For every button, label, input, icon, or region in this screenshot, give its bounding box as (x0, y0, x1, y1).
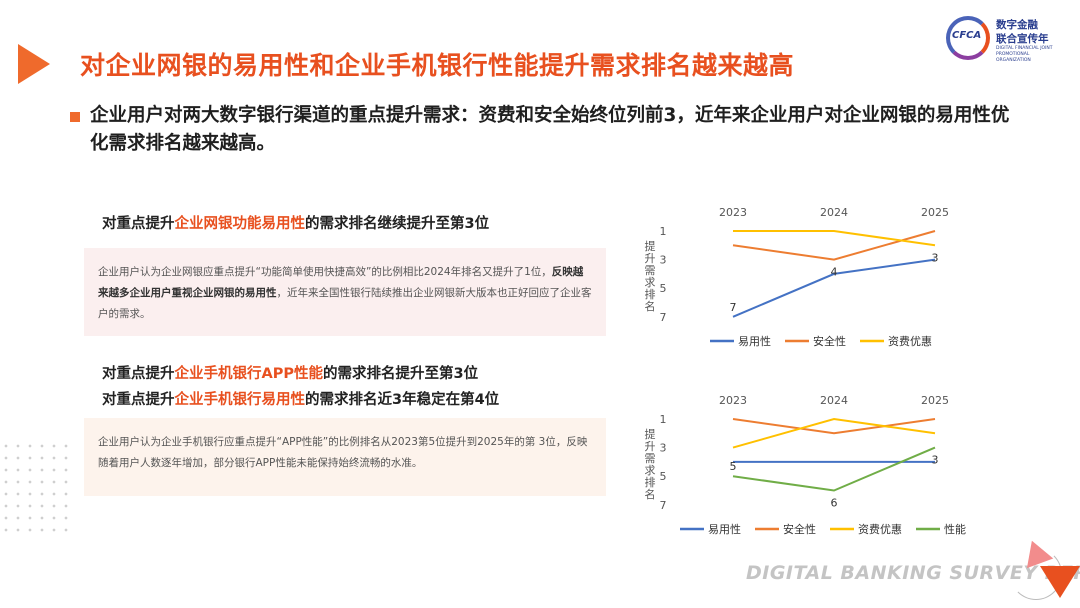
chart1-series-line-1 (732, 258, 936, 318)
chart1-y-tick-label: 1 (660, 225, 667, 238)
cfca-logo: CFCA 数字金融 联合宣传年 DIGITAL FINANCIAL JOINT … (946, 16, 1066, 64)
section1-heading-highlight: 企业网银功能易用性 (174, 216, 306, 232)
footer-report-title: DIGITAL BANKING SURVEY REPORT (746, 562, 1080, 584)
section2-note-box: 企业用户认为企业手机银行应重点提升“APP性能”的比例排名从2023第5位提升到… (84, 418, 606, 496)
chart1-y-tick-label: 7 (660, 311, 667, 324)
chart1-y-axis-label-char: 需 (645, 264, 656, 277)
logo-cn-line2: 联合宣传年 (996, 33, 1049, 45)
section1-note-part1: 企业用户认为企业网银应重点提升“功能简单使用快捷高效”的比例相比2024年排名又… (98, 266, 552, 278)
chart1-data-label: 7 (730, 301, 737, 314)
chart1-y-tick-label: 3 (660, 254, 667, 267)
chart2-series-line-3 (732, 417, 936, 449)
chart2-y-tick-label: 7 (660, 499, 667, 512)
section2-heading2: 对重点提升企业手机银行易用性的需求排名近3年稳定在第4位 (102, 388, 499, 409)
chart2-series-line-4 (732, 446, 936, 492)
chart1-y-tick-label: 5 (660, 282, 667, 295)
chart2-y-tick-label: 3 (660, 442, 667, 455)
chart1-series-line-2 (732, 230, 936, 261)
chart2-x-tick-label: 2024 (820, 394, 848, 407)
section1-note-part2: ，近年来全国性银行陆续推出企业网银新大版本也正好回应了企业客户的需求。 (98, 287, 592, 320)
chart2-series-line-2 (732, 418, 936, 435)
section1-heading-pre: 对重点提升 (102, 216, 175, 232)
page-title: 对企业网银的易用性和企业手机银行性能提升需求排名越来越高 (80, 51, 795, 80)
logo-cn-text: 数字金融 联合宣传年 (996, 18, 1060, 46)
chart2-y-axis-label-char: 求 (645, 464, 656, 477)
section2-heading1: 对重点提升企业手机银行APP性能的需求排名提升至第3位 (102, 362, 478, 383)
summary-bullet: 企业用户对两大数字银行渠道的重点提升需求：资费和安全始终位列前3，近年来企业用户… (90, 105, 1010, 154)
chart1-y-axis-label-char: 求 (645, 276, 656, 289)
chart1-legend-label: 资费优惠 (888, 334, 932, 348)
chart1-y-axis-label-char: 提 (645, 240, 656, 253)
decorative-dot-grid (0, 440, 70, 540)
title-accent-triangle (18, 44, 50, 84)
section1-note-bold: 反映越来越多企业用户重视企业网银的易用性 (98, 266, 584, 299)
chart1-x-tick-label: 2023 (719, 206, 747, 219)
chart1-y-axis-label-char: 排 (645, 287, 656, 301)
chart2-data-label: 3 (932, 454, 939, 467)
section2-heading2-highlight: 企业手机银行易用性 (174, 392, 306, 408)
chart2-y-axis-label-char: 升 (645, 440, 656, 453)
chart1-data-label: 4 (831, 266, 838, 279)
section2-note-text: 企业用户认为企业手机银行应重点提升“APP性能”的比例排名从2023第5位提升到… (98, 436, 588, 469)
chart2-y-axis-label-char: 提 (645, 428, 656, 441)
chart2-data-label: 6 (831, 497, 838, 510)
section1-heading: 对重点提升企业网银功能易用性的需求排名继续提升至第3位 (102, 212, 489, 233)
logo-cn-line1: 数字金融 (996, 19, 1038, 31)
decorative-triangle-orange (1040, 566, 1080, 598)
section2-heading1-highlight: 企业手机银行APP性能 (174, 366, 323, 382)
bullet-square-icon (70, 112, 80, 122)
chart1-x-tick-label: 2024 (820, 206, 848, 219)
section2-heading1-post: 的需求排名提升至第3位 (322, 366, 479, 382)
section2-heading1-pre: 对重点提升 (102, 366, 175, 382)
chart2-y-tick-label: 5 (660, 470, 667, 483)
chart1-legend-label: 易用性 (738, 334, 771, 348)
chart2-data-label: 5 (730, 460, 737, 473)
chart2-y-tick-label: 1 (660, 413, 667, 426)
section2-heading2-pre: 对重点提升 (102, 392, 175, 408)
section1-heading-post: 的需求排名继续提升至第3位 (305, 216, 490, 232)
chart1-y-axis-label-char: 名 (645, 299, 656, 313)
logo-abbr: CFCA (952, 30, 982, 41)
chart1-series-line-3 (733, 230, 936, 247)
chart1-data-label: 3 (932, 251, 939, 264)
section1-note-box: 企业用户认为企业网银应重点提升“功能简单使用快捷高效”的比例相比2024年排名又… (84, 248, 606, 336)
logo-en-text: DIGITAL FINANCIAL JOINT PROMOTIONAL ORGA… (996, 46, 1053, 63)
chart2-y-axis-label-char: 排 (645, 475, 656, 489)
chart2-x-tick-label: 2023 (719, 394, 747, 407)
chart2-legend-label: 安全性 (783, 522, 816, 536)
section2-heading2-post: 的需求排名近3年稳定在第4位 (305, 392, 500, 408)
chart1-y-axis-label-char: 升 (645, 252, 656, 265)
chart2-y-axis-label-char: 名 (645, 487, 656, 501)
logo-ring-icon (946, 16, 990, 60)
chart2-x-tick-label: 2025 (921, 394, 949, 407)
chart2-legend-label: 易用性 (708, 522, 741, 536)
chart1-legend-label: 安全性 (813, 334, 846, 348)
chart2-legend-label: 性能 (944, 522, 966, 536)
chart1-x-tick-label: 2025 (921, 206, 949, 219)
chart2-y-axis-label-char: 需 (645, 452, 656, 465)
chart2-legend-label: 资费优惠 (858, 522, 902, 536)
